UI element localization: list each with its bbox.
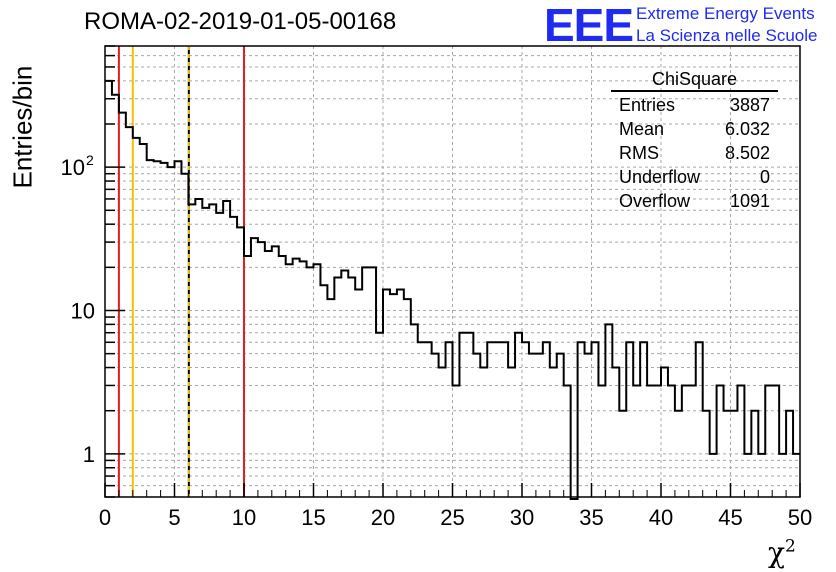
marker-lines [117, 46, 245, 497]
y-tick-label: 10 [61, 155, 85, 180]
stats-label: Underflow [619, 167, 701, 187]
x-tick-label: 45 [718, 505, 742, 530]
y-axis-label: Entries/bin [7, 65, 38, 189]
y-tick-label: 1 [83, 442, 95, 467]
chart-title: ROMA-02-2019-01-05-00168 [84, 8, 397, 35]
x-tick-label: 35 [579, 505, 603, 530]
eee-logo-mark: EEE [544, 0, 634, 51]
x-tick-label: 0 [99, 505, 111, 530]
stats-divider [611, 90, 778, 92]
stats-label: Entries [619, 95, 676, 115]
stats-row: RMS 8.502 [611, 141, 778, 165]
axis-ticks [104, 45, 801, 498]
stats-row: Overflow 1091 [611, 189, 778, 213]
histogram-series [105, 79, 800, 500]
y-axis-label-box: Entries/bin [2, 60, 42, 190]
stats-row: Mean 6.032 [611, 117, 778, 141]
stats-value: 6.032 [724, 119, 770, 139]
logo-line-1: Extreme Energy Events [636, 4, 815, 23]
histogram-line [105, 79, 800, 500]
y-tick-label: 10 [71, 298, 95, 323]
x-tick-label: 50 [788, 505, 812, 530]
stats-value: 3887 [729, 95, 770, 115]
x-tick-label: 20 [371, 505, 395, 530]
stats-value: 0 [759, 167, 770, 187]
x-axis-label: χ2 [768, 536, 796, 569]
stats-row: Underflow 0 [611, 165, 778, 189]
x-tick-label: 10 [232, 505, 256, 530]
x-tick-label: 30 [510, 505, 534, 530]
logo-line-2: La Scienza nelle Scuole [636, 26, 818, 45]
stats-value: 8.502 [724, 143, 770, 163]
x-tick-label: 5 [168, 505, 180, 530]
stats-box: ChiSquare Entries 3887 Mean 6.032 RMS 8.502… [611, 68, 778, 213]
x-axis-label-sup: 2 [784, 536, 796, 557]
stats-title: ChiSquare [651, 69, 738, 89]
x-tick-label: 25 [440, 505, 464, 530]
x-axis-label-base: χ [768, 536, 785, 569]
stats-label: Mean [619, 119, 665, 139]
x-tick-label: 15 [301, 505, 325, 530]
stats-value: 1091 [729, 191, 770, 211]
grid-lines [105, 46, 800, 497]
stats-label: RMS [619, 143, 659, 163]
x-tick-label: 40 [649, 505, 673, 530]
stats-row: Entries 3887 [611, 93, 778, 117]
y-tick-label-exponent: 2 [86, 152, 94, 168]
stats-label: Overflow [619, 191, 691, 211]
